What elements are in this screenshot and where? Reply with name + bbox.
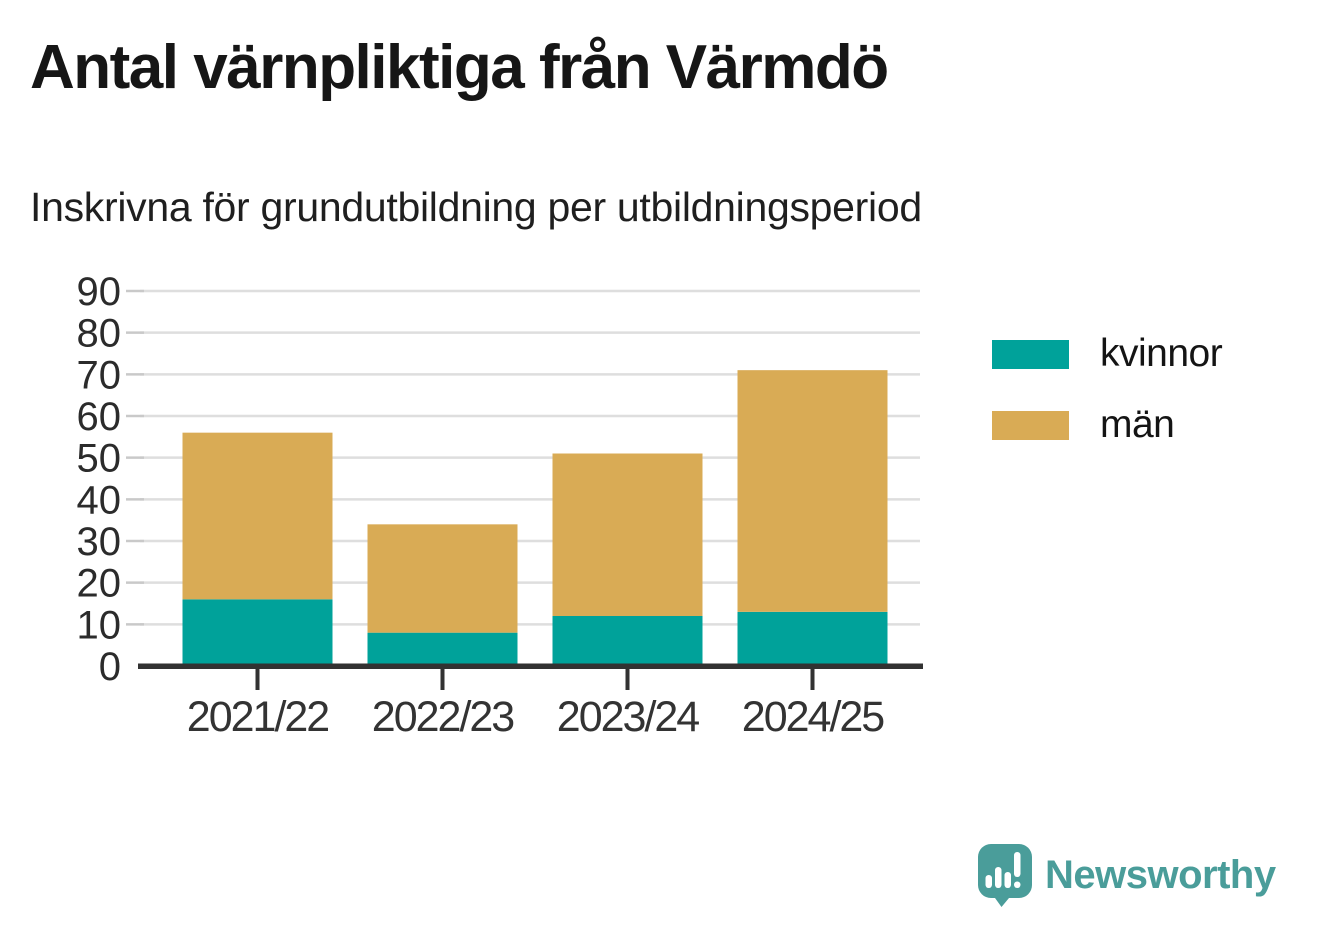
x-axis-label: 2022/23	[372, 693, 515, 741]
bar-segment-män-2024/25	[737, 370, 888, 612]
y-axis-label: 50	[77, 437, 122, 481]
bar-segment-kvinnor-2024/25	[737, 611, 888, 666]
x-axis-tick	[810, 669, 815, 690]
chart-subtitle: Inskrivna för grundutbildning per utbild…	[30, 184, 922, 230]
y-axis-label: 60	[77, 395, 122, 439]
y-axis-label: 40	[77, 478, 122, 522]
y-axis-label: 20	[77, 562, 122, 606]
x-axis-label: 2024/25	[742, 693, 885, 741]
x-axis-label: 2023/24	[557, 693, 700, 741]
bar-segment-män-2021/22	[182, 432, 333, 600]
y-axis-label: 70	[77, 353, 122, 397]
y-axis-label: 0	[99, 645, 121, 689]
y-axis-label: 10	[77, 603, 122, 647]
legend-swatch-man	[992, 410, 1069, 440]
y-axis-label: 80	[77, 312, 122, 356]
legend-swatch-kvinnor	[992, 339, 1069, 369]
legend: kvinnor män	[992, 332, 1223, 447]
x-axis-tick	[440, 669, 445, 690]
x-axis-tick	[625, 669, 630, 690]
chart-title: Antal värnpliktiga från Värmdö	[30, 33, 889, 102]
bar-segment-kvinnor-2023/24	[552, 616, 703, 666]
newsworthy-logo: Newsworthy	[977, 843, 1276, 907]
x-axis-line	[138, 663, 923, 669]
x-axis-label: 2021/22	[187, 693, 329, 741]
legend-label-kvinnor: kvinnor	[1100, 332, 1223, 375]
newsworthy-wordmark: Newsworthy	[1045, 852, 1276, 897]
bar-segment-kvinnor-2022/23	[367, 632, 518, 666]
legend-item-man: män	[992, 403, 1222, 447]
legend-item-kvinnor: kvinnor	[992, 332, 1223, 376]
y-axis-label: 30	[77, 520, 122, 564]
y-axis-label: 90	[77, 270, 122, 314]
x-axis-tick	[255, 669, 260, 690]
bar-segment-män-2023/24	[552, 453, 703, 616]
bar-segment-kvinnor-2021/22	[182, 599, 333, 666]
bar-segment-män-2022/23	[367, 524, 518, 633]
legend-label-man: män	[1100, 403, 1175, 446]
chart-speech-bubble-icon	[978, 844, 1032, 907]
